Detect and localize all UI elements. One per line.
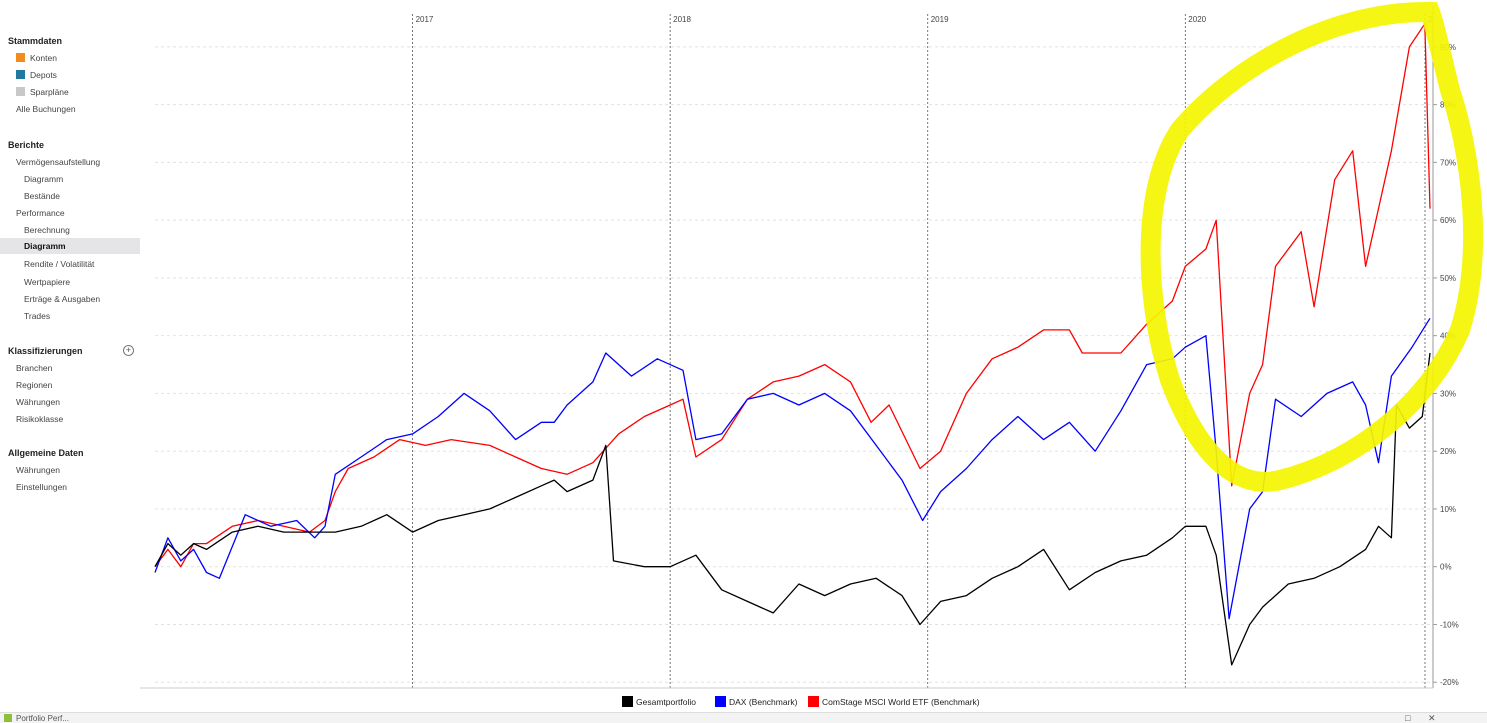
nav-trades[interactable]: Trades: [24, 311, 51, 321]
nav-diagramm-vermoegen[interactable]: Diagramm: [24, 174, 64, 184]
chart-series: [154, 23, 1431, 666]
nav-performance[interactable]: Performance: [16, 208, 65, 218]
series-line-2: [154, 23, 1431, 568]
section-allgemeine-daten: Allgemeine Daten: [8, 448, 84, 458]
nav-rendite-volatilitaet[interactable]: Rendite / Volatilität: [24, 259, 95, 269]
x-tick-label: 2020: [1188, 15, 1206, 24]
sidebar-navigation: Stammdaten Konten Depots Sparpläne Alle …: [0, 0, 140, 708]
app-tab[interactable]: Portfolio Perf...: [4, 714, 69, 723]
y-tick-label: -20%: [1440, 678, 1459, 687]
section-klassifizierungen: Klassifizierungen: [8, 346, 83, 356]
section-stammdaten: Stammdaten: [8, 36, 63, 46]
nav-vermoegensaufstellung[interactable]: Vermögensaufstellung: [16, 157, 101, 167]
section-berichte: Berichte: [8, 140, 45, 150]
series-line-1: [154, 317, 1431, 620]
depots-icon: [16, 70, 25, 79]
legend-label-0: Gesamtportfolio: [636, 697, 696, 707]
nav-einstellungen[interactable]: Einstellungen: [16, 482, 68, 492]
x-axis-ticks: 2017 2018 2019 2020 2: [416, 15, 1433, 24]
legend-label-1: DAX (Benchmark): [729, 697, 798, 707]
sparplaene-icon: [16, 87, 25, 96]
app-icon: [4, 714, 12, 722]
nav-branchen[interactable]: Branchen: [16, 363, 53, 373]
nav-risikoklasse[interactable]: Risikoklasse: [16, 414, 64, 424]
nav-konten[interactable]: Konten: [16, 53, 57, 63]
y-tick-label: 20%: [1440, 447, 1456, 456]
nav-diagramm-performance[interactable]: Diagramm: [0, 238, 140, 254]
y-tick-label: 70%: [1440, 158, 1456, 167]
x-tick-label: 2019: [931, 15, 949, 24]
legend-swatch-0: [622, 696, 633, 707]
close-icon[interactable]: ✕: [1428, 713, 1436, 723]
nav-ertraege-ausgaben[interactable]: Erträge & Ausgaben: [24, 294, 101, 304]
x-tick-label: 2017: [416, 15, 434, 24]
chart-legend: Gesamtportfolio DAX (Benchmark) ComStage M…: [622, 696, 980, 707]
konten-icon: [16, 53, 25, 62]
nav-wertpapiere[interactable]: Wertpapiere: [24, 277, 71, 287]
nav-waehrungen-klass[interactable]: Währungen: [16, 397, 60, 407]
highlight-circle: [1140, 1, 1484, 492]
nav-berechnung[interactable]: Berechnung: [24, 225, 70, 235]
minimize-icon[interactable]: □: [1405, 713, 1411, 723]
y-tick-label: 10%: [1440, 505, 1456, 514]
nav-waehrungen[interactable]: Währungen: [16, 465, 60, 475]
nav-sparplaene[interactable]: Sparpläne: [16, 87, 69, 97]
y-tick-label: 0%: [1440, 563, 1452, 572]
legend-swatch-2: [808, 696, 819, 707]
chart-annotation: [1140, 1, 1484, 492]
y-tick-label: -10%: [1440, 620, 1459, 629]
y-tick-label: 30%: [1440, 389, 1456, 398]
status-bar: Portfolio Perf... □ ✕: [0, 712, 1487, 723]
legend-swatch-1: [715, 696, 726, 707]
add-classification-button[interactable]: +: [123, 345, 134, 356]
nav-regionen[interactable]: Regionen: [16, 380, 53, 390]
nav-alle-buchungen[interactable]: Alle Buchungen: [16, 104, 76, 114]
performance-chart: -20%-10%0%10%20%30%40%50%60%70%80%90% 20…: [140, 1, 1484, 707]
nav-bestaende[interactable]: Bestände: [24, 191, 60, 201]
y-tick-label: 50%: [1440, 274, 1456, 283]
chart-grid: [140, 5, 1434, 689]
nav-depots[interactable]: Depots: [16, 70, 57, 80]
y-tick-label: 60%: [1440, 216, 1456, 225]
x-tick-label: 2018: [673, 15, 691, 24]
legend-label-2: ComStage MSCI World ETF (Benchmark): [822, 697, 980, 707]
series-line-0: [154, 352, 1431, 666]
